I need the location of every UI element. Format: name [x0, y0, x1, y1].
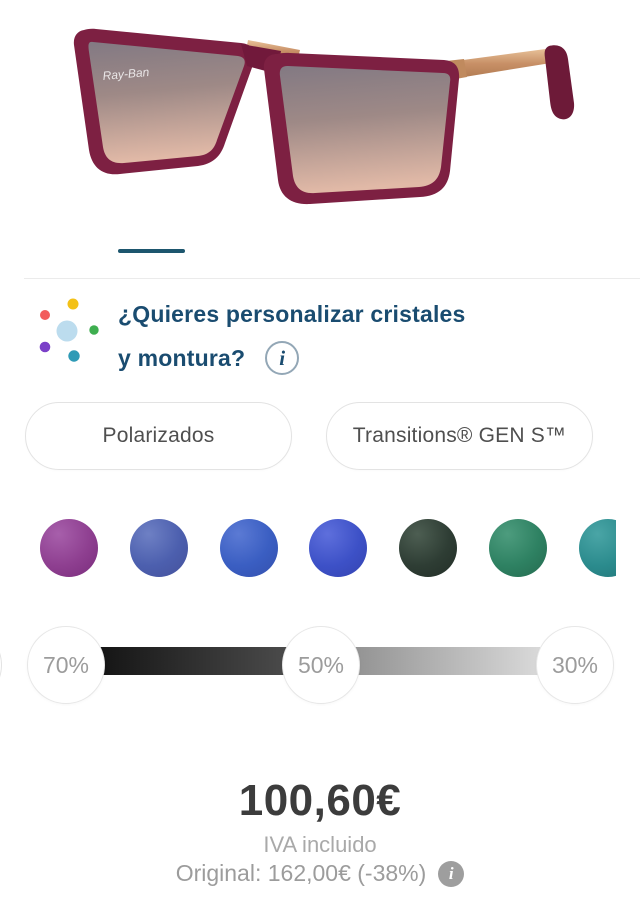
carousel-indicator[interactable] [118, 249, 185, 253]
lens-color-swatch-royal-blue[interactable] [309, 519, 368, 577]
tint-slider: 70% 50% 30% [0, 626, 640, 706]
dot-purple [39, 341, 51, 353]
price-tax-note: IVA incluido [263, 832, 377, 857]
dot-light-blue [56, 320, 78, 342]
product-image: Ray-Ban [0, 0, 640, 253]
dot-teal [68, 350, 80, 362]
info-icon[interactable]: i [265, 341, 300, 375]
dot-red [40, 310, 50, 320]
lens-color-swatch-teal[interactable] [578, 519, 616, 577]
price-original-note: Original: 162,00€ (-38%) [175, 860, 427, 886]
left-lens-glass [88, 41, 245, 164]
dot-yellow [67, 298, 79, 310]
tint-stop-50[interactable]: 50% [282, 626, 360, 704]
price-original-row: Original: 162,00€ (-38%) i [0, 860, 640, 887]
tint-stop-offscreen [0, 626, 2, 704]
lens-color-row [0, 517, 616, 579]
right-temple-arm [448, 48, 557, 79]
polarized-button[interactable]: Polarizados [25, 402, 292, 470]
section-divider [24, 278, 640, 279]
tint-stop-30[interactable]: 30% [536, 626, 614, 704]
price-current: 100,60€ [238, 776, 402, 825]
ear-tip [544, 45, 575, 120]
tint-stop-70[interactable]: 70% [27, 626, 105, 704]
transitions-button[interactable]: Transitions® GEN S™ [326, 402, 593, 470]
lens-color-swatch-dark-green[interactable] [399, 519, 458, 577]
brand-logo-script: Ray-Ban [102, 65, 150, 83]
lens-color-swatch-purple[interactable] [40, 519, 98, 577]
price-info-icon[interactable]: i [438, 860, 465, 887]
heading-line1: ¿Quieres personalizar cristales [118, 301, 466, 327]
dot-green [89, 325, 99, 335]
section-heading: ¿Quieres personalizar cristales y montur… [118, 292, 558, 380]
lens-color-swatch-slate-blue[interactable] [129, 519, 188, 577]
right-lens-glass [279, 65, 451, 194]
lens-color-swatch-green[interactable] [489, 519, 547, 577]
dots-logo [39, 298, 99, 362]
sunglasses-illustration: Ray-Ban [73, 28, 575, 205]
lens-color-swatch-blue[interactable] [219, 519, 278, 577]
heading-line2: y montura? [118, 345, 246, 371]
